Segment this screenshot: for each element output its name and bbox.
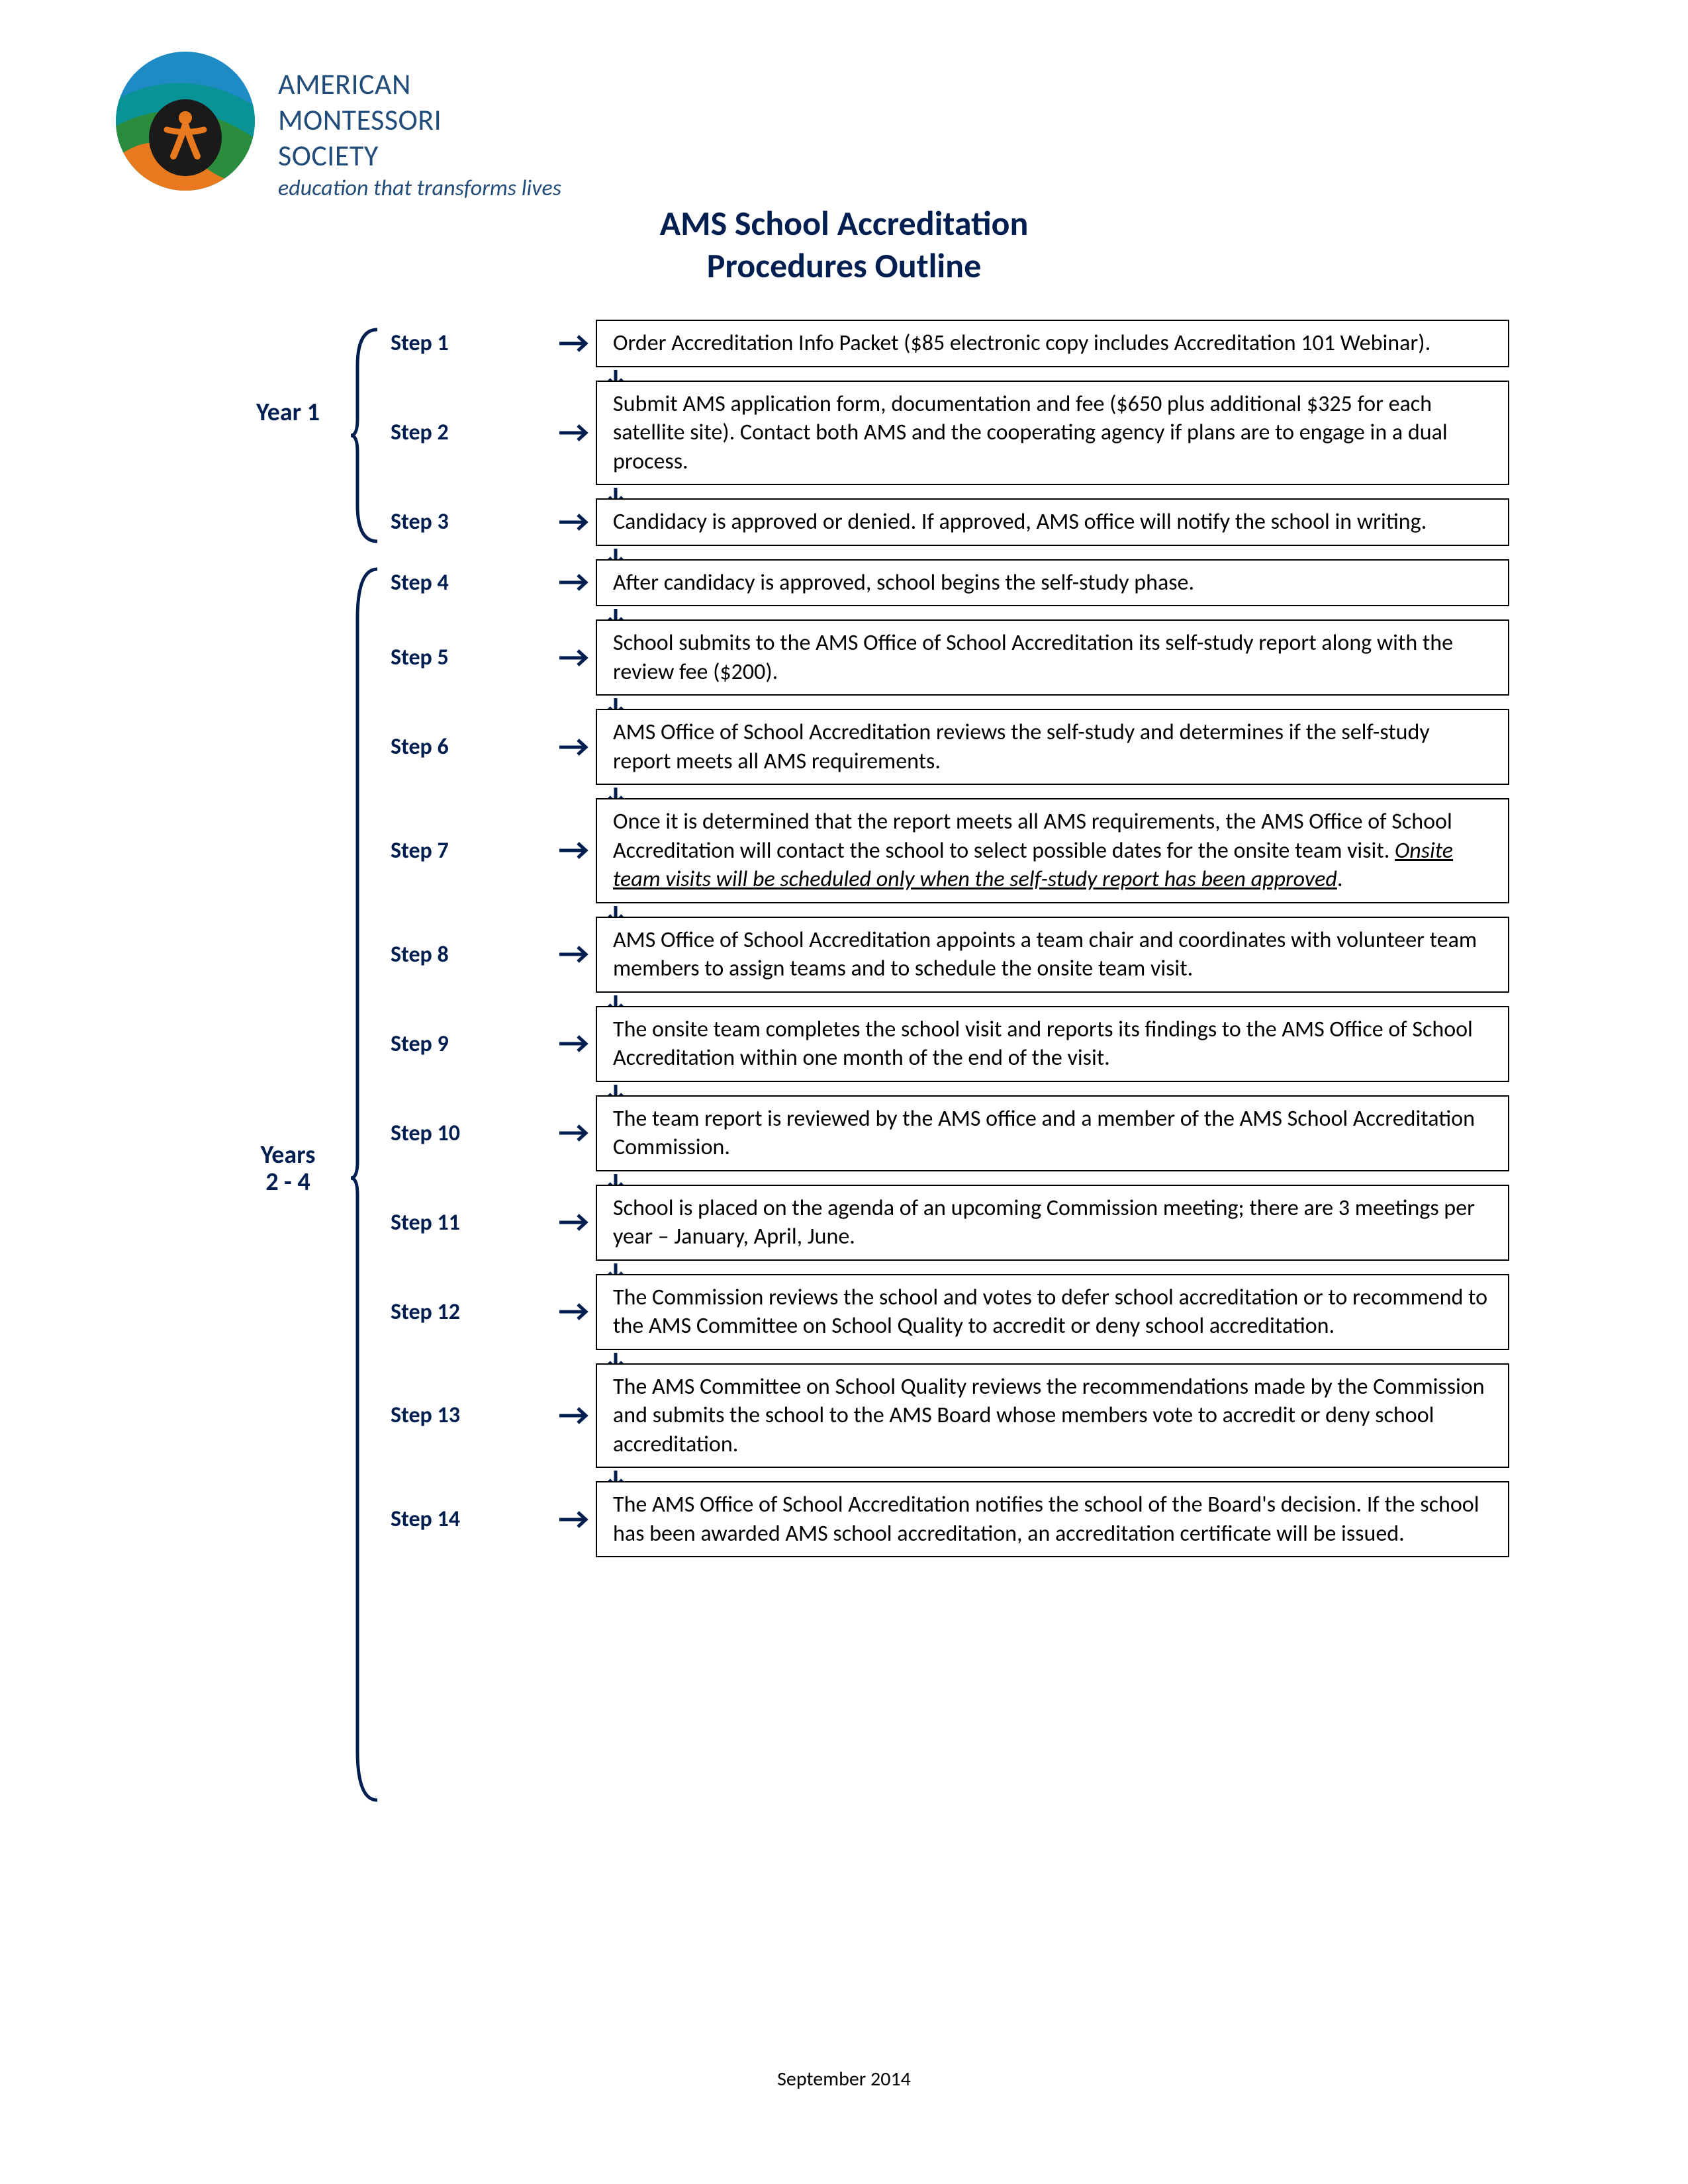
- step-5: Step 5 School submits to the AMS Office …: [391, 619, 1509, 696]
- step-14: Step 14 The AMS Office of School Accredi…: [391, 1481, 1509, 1557]
- step-13: Step 13 The AMS Committee on School Qual…: [391, 1363, 1509, 1469]
- years2-4-label-line1: Years: [261, 1140, 316, 1170]
- page: AMERICAN MONTESSORI SOCIETY education th…: [0, 0, 1688, 2184]
- step-6: Step 6 AMS Office of School Accreditatio…: [391, 709, 1509, 785]
- step-label: Step 8: [391, 917, 556, 993]
- step-box: Once it is determined that the report me…: [596, 798, 1509, 903]
- step-4: Step 4 After candidacy is approved, scho…: [391, 559, 1509, 607]
- header-text: AMERICAN MONTESSORI SOCIETY education th…: [278, 40, 561, 202]
- arrow-right-icon: [556, 320, 596, 367]
- years2-4-group: Years 2 - 4 Step 4 After candidacy is ap…: [391, 559, 1509, 1558]
- arrow-right-icon: [556, 559, 596, 607]
- step-box: AMS Office of School Accreditation revie…: [596, 709, 1509, 785]
- step-10: Step 10 The team report is reviewed by t…: [391, 1095, 1509, 1171]
- arrow-right-icon: [556, 1006, 596, 1082]
- ams-logo: [113, 48, 258, 194]
- step-box: The AMS Office of School Accreditation n…: [596, 1481, 1509, 1557]
- step-box: After candidacy is approved, school begi…: [596, 559, 1509, 607]
- years2-4-label-line2: 2 - 4: [265, 1167, 310, 1197]
- org-tagline: education that transforms lives: [278, 175, 561, 202]
- step-9: Step 9 The onsite team completes the sch…: [391, 1006, 1509, 1082]
- year1-bracket-icon: [351, 326, 384, 545]
- step-box: The AMS Committee on School Quality revi…: [596, 1363, 1509, 1469]
- step-box: Submit AMS application form, documentati…: [596, 381, 1509, 486]
- flow: Year 1 Step 1 Order Accreditation Info P…: [391, 320, 1509, 1557]
- years2-4-label: Years 2 - 4: [205, 1142, 371, 1197]
- year1-label: Year 1: [205, 399, 371, 427]
- header: AMERICAN MONTESSORI SOCIETY education th…: [113, 40, 1575, 202]
- arrow-right-icon: [556, 798, 596, 903]
- step-label: Step 7: [391, 798, 556, 903]
- footer-date: September 2014: [0, 2067, 1688, 2091]
- step-7: Step 7 Once it is determined that the re…: [391, 798, 1509, 903]
- step-1: Step 1 Order Accreditation Info Packet (…: [391, 320, 1509, 367]
- step-label: Step 10: [391, 1095, 556, 1171]
- step-box: Order Accreditation Info Packet ($85 ele…: [596, 320, 1509, 367]
- step-3: Step 3 Candidacy is approved or denied. …: [391, 498, 1509, 546]
- step-box: School submits to the AMS Office of Scho…: [596, 619, 1509, 696]
- arrow-right-icon: [556, 917, 596, 993]
- step-box: AMS Office of School Accreditation appoi…: [596, 917, 1509, 993]
- step-box: The onsite team completes the school vis…: [596, 1006, 1509, 1082]
- step-label: Step 5: [391, 619, 556, 696]
- step-label: Step 9: [391, 1006, 556, 1082]
- step7-text-c: .: [1337, 866, 1343, 893]
- title-block: AMS School Accreditation Procedures Outl…: [113, 202, 1575, 287]
- arrow-right-icon: [556, 381, 596, 486]
- arrow-right-icon: [556, 1363, 596, 1469]
- arrow-right-icon: [556, 1274, 596, 1350]
- years2-4-bracket-icon: [351, 566, 384, 1803]
- step-box: The team report is reviewed by the AMS o…: [596, 1095, 1509, 1171]
- arrow-right-icon: [556, 1481, 596, 1557]
- arrow-right-icon: [556, 498, 596, 546]
- step-8: Step 8 AMS Office of School Accreditatio…: [391, 917, 1509, 993]
- step-box: School is placed on the agenda of an upc…: [596, 1185, 1509, 1261]
- org-name-line2: MONTESSORI: [278, 102, 561, 138]
- step-11: Step 11 School is placed on the agenda o…: [391, 1185, 1509, 1261]
- step-12: Step 12 The Commission reviews the schoo…: [391, 1274, 1509, 1350]
- arrow-right-icon: [556, 1095, 596, 1171]
- org-name-line3: SOCIETY: [278, 138, 561, 173]
- step-label: Step 1: [391, 320, 556, 367]
- step-box: Candidacy is approved or denied. If appr…: [596, 498, 1509, 546]
- year1-group: Year 1 Step 1 Order Accreditation Info P…: [391, 320, 1509, 546]
- step-label: Step 12: [391, 1274, 556, 1350]
- step-box: The Commission reviews the school and vo…: [596, 1274, 1509, 1350]
- arrow-right-icon: [556, 709, 596, 785]
- step-label: Step 2: [391, 381, 556, 486]
- org-name-line1: AMERICAN: [278, 66, 561, 102]
- main-title: AMS School Accreditation: [113, 202, 1575, 244]
- arrow-right-icon: [556, 1185, 596, 1261]
- arrow-right-icon: [556, 619, 596, 696]
- step7-text-a: Once it is determined that the report me…: [613, 808, 1452, 864]
- step-label: Step 11: [391, 1185, 556, 1261]
- step-label: Step 3: [391, 498, 556, 546]
- step-label: Step 4: [391, 559, 556, 607]
- step-label: Step 13: [391, 1363, 556, 1469]
- step-label: Step 6: [391, 709, 556, 785]
- step-2: Step 2 Submit AMS application form, docu…: [391, 381, 1509, 486]
- step-label: Step 14: [391, 1481, 556, 1557]
- sub-title: Procedures Outline: [113, 244, 1575, 287]
